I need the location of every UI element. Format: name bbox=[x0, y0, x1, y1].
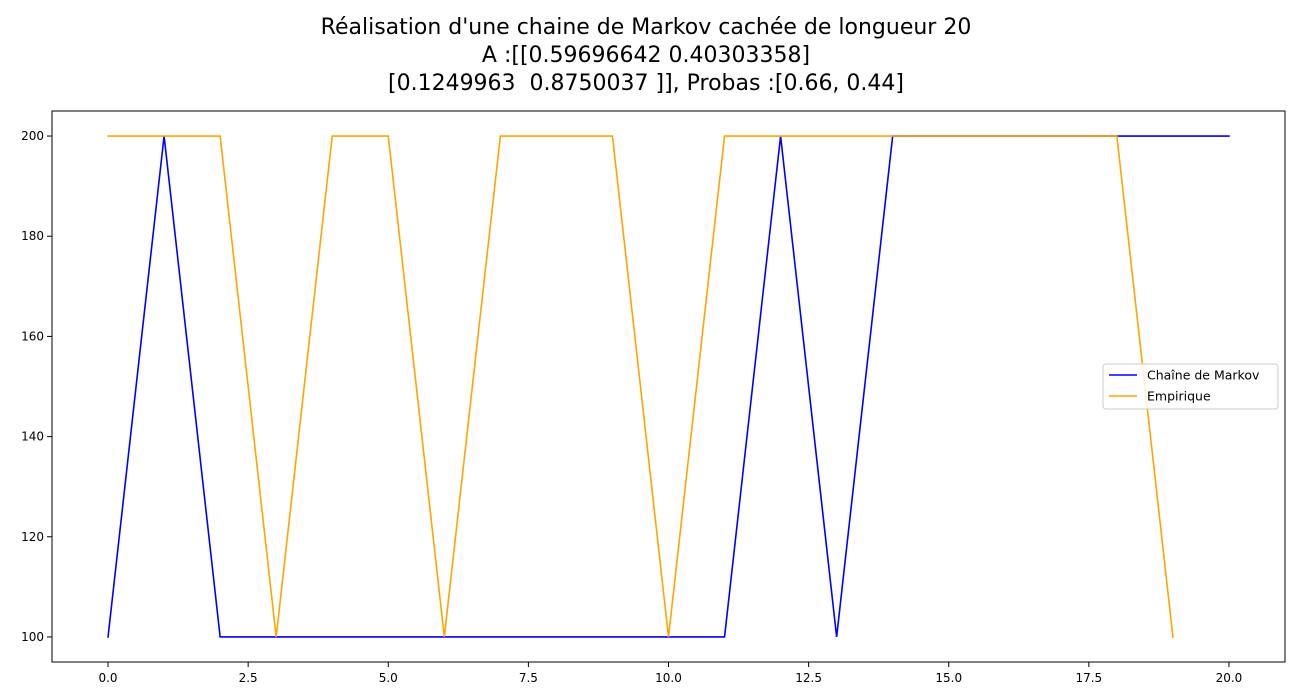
x-tick-label: 10.0 bbox=[655, 671, 682, 685]
legend-label: Chaîne de Markov bbox=[1147, 368, 1260, 383]
y-tick-label: 120 bbox=[21, 530, 44, 544]
x-axis: 0.0 2.5 5.0 7.5 10.0 12.5 15.0 17.5 20.0 bbox=[98, 662, 1242, 685]
plot-area bbox=[51, 110, 1286, 663]
x-tick-label: 5.0 bbox=[379, 671, 398, 685]
x-tick-label: 15.0 bbox=[935, 671, 962, 685]
series-line-markov bbox=[107, 135, 1230, 638]
chart-title-line-1: Réalisation d'une chaine de Markov caché… bbox=[321, 15, 972, 40]
x-tick-label: 0.0 bbox=[98, 671, 117, 685]
chart-title-line-3: [0.1249963 0.8750037 ]], Probas :[0.66, … bbox=[388, 71, 904, 96]
y-tick-label: 180 bbox=[21, 229, 44, 243]
y-tick-label: 100 bbox=[21, 630, 44, 644]
y-tick-label: 140 bbox=[21, 430, 44, 444]
x-tick-label: 2.5 bbox=[239, 671, 258, 685]
chart-title: Réalisation d'une chaine de Markov caché… bbox=[321, 15, 972, 96]
y-tick-label: 160 bbox=[21, 329, 44, 343]
x-tick-label: 12.5 bbox=[795, 671, 822, 685]
x-tick-label: 17.5 bbox=[1075, 671, 1102, 685]
series-line-empirique bbox=[107, 135, 1174, 638]
y-axis: 100 120 140 160 180 200 bbox=[21, 129, 52, 644]
legend-box bbox=[1102, 363, 1279, 410]
series-lines bbox=[107, 135, 1230, 638]
chart-title-line-2: A :[[0.59696642 0.40303358] bbox=[482, 43, 810, 68]
x-tick-label: 20.0 bbox=[1216, 671, 1243, 685]
legend-label: Empirique bbox=[1147, 389, 1211, 404]
legend: Chaîne de Markov Empirique bbox=[1102, 363, 1279, 410]
x-tick-label: 7.5 bbox=[519, 671, 538, 685]
y-tick-label: 200 bbox=[21, 129, 44, 143]
